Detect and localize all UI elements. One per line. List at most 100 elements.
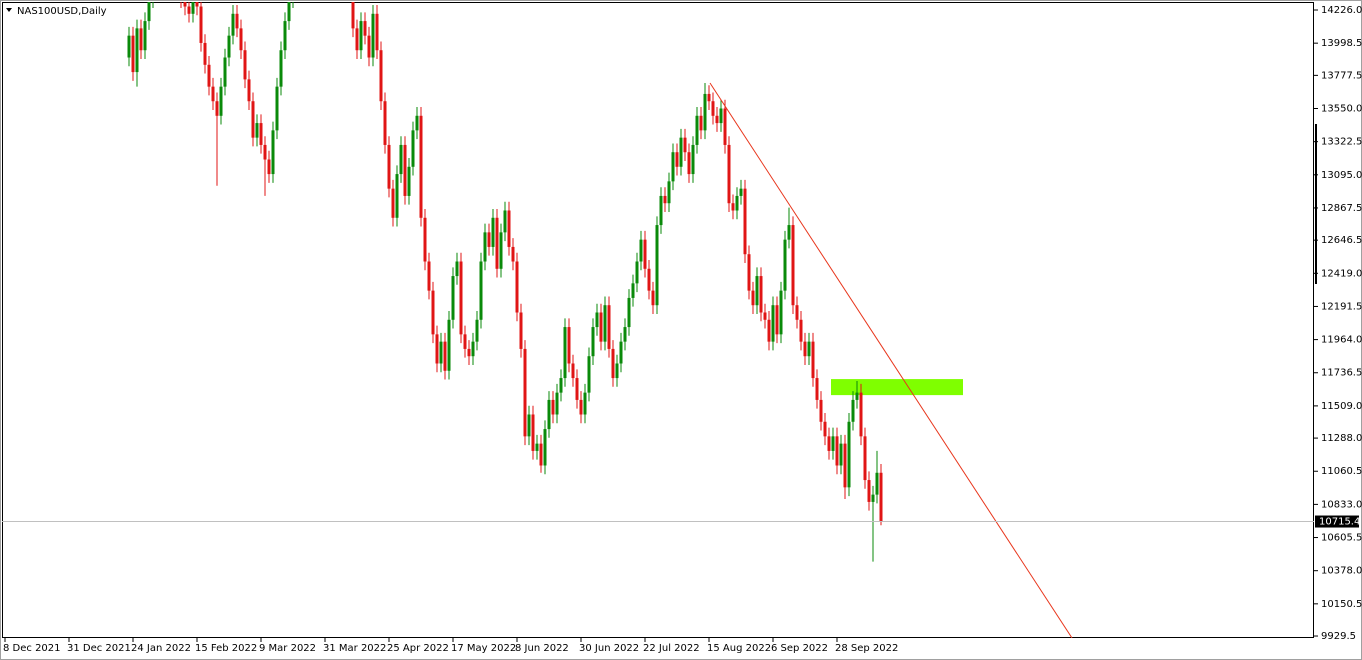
candle-body	[831, 436, 835, 451]
candle-body	[531, 414, 535, 451]
candle-body	[731, 203, 735, 211]
candle-body	[647, 268, 651, 291]
candle-body	[199, 6, 203, 43]
candle-body	[539, 443, 543, 466]
candle-body	[191, 2, 195, 14]
y-tick-label: 12419.0	[1321, 268, 1362, 279]
candle-body	[847, 421, 851, 488]
y-tick-label: 11060.5	[1321, 466, 1362, 477]
candle-body	[651, 290, 655, 306]
candle-body	[591, 327, 595, 357]
candle-body	[215, 101, 219, 116]
candle-body	[627, 297, 631, 328]
candle-body	[427, 261, 431, 291]
zone	[831, 379, 963, 396]
candle-body	[715, 115, 719, 124]
candle-body	[719, 108, 723, 124]
candle-body	[359, 21, 363, 51]
candle-body	[851, 399, 855, 422]
candle-body	[135, 28, 139, 73]
candle-body	[723, 108, 727, 145]
y-tick-label: 11509.0	[1321, 401, 1362, 412]
candle-body	[267, 159, 271, 175]
candle-body	[771, 305, 775, 342]
candle-body	[787, 225, 791, 240]
y-tick-label: 13095.0	[1321, 170, 1362, 181]
candle-body	[415, 115, 419, 131]
candle-body	[403, 144, 407, 196]
y-tick-label: 10833.0	[1321, 499, 1362, 510]
candle-body	[643, 239, 647, 269]
candle-body	[131, 35, 135, 73]
y-tick-label: 14226.0	[1321, 5, 1362, 16]
candle-body	[459, 261, 463, 335]
x-tick-label: 9 Mar 2022	[259, 643, 316, 654]
y-tick-label: 11736.5	[1321, 368, 1362, 379]
candle-body	[543, 429, 547, 466]
candle-body	[875, 472, 879, 495]
candle-body	[351, 2, 355, 29]
candle-body	[519, 312, 523, 349]
candle-body	[255, 123, 259, 138]
price-label: 10715.4	[1319, 517, 1360, 528]
candle-body	[207, 64, 211, 87]
candle-body	[411, 130, 415, 167]
candle-body	[747, 254, 751, 291]
candle-body	[799, 319, 803, 342]
candle-body	[231, 13, 235, 36]
candle-body	[555, 392, 559, 415]
candle-body	[451, 276, 455, 320]
candle-body	[503, 210, 507, 233]
candle-body	[863, 436, 867, 481]
candle-body	[407, 166, 411, 196]
y-tick-label: 13998.5	[1321, 38, 1362, 49]
candle-body	[755, 276, 759, 306]
candle-body	[383, 101, 387, 145]
candle-body	[535, 443, 539, 451]
candle-body	[283, 21, 287, 51]
candle-body	[195, 2, 199, 7]
candle-body	[187, 6, 191, 14]
candle-body	[491, 217, 495, 247]
candle-body	[603, 305, 607, 342]
plot-border	[2, 2, 1314, 638]
candle-body	[867, 480, 871, 502]
candle-body	[839, 443, 843, 466]
candle-body	[499, 232, 503, 269]
trendline	[709, 82, 1073, 638]
candle-body	[551, 399, 555, 415]
candle-body	[579, 399, 583, 415]
candle-body	[567, 327, 571, 364]
candle-body	[639, 239, 643, 262]
candle-body	[767, 319, 771, 342]
candle-body	[667, 181, 671, 204]
candle-body	[811, 341, 815, 379]
y-tick-label: 10150.5	[1321, 599, 1362, 610]
candle-body	[683, 137, 687, 153]
candle-body	[435, 334, 439, 364]
candle-body	[739, 188, 743, 196]
candle-body	[623, 327, 627, 342]
candle-body	[263, 144, 267, 160]
candle-body	[443, 341, 447, 371]
candle-body	[727, 144, 731, 204]
candle-body	[247, 79, 251, 102]
candle-body	[243, 50, 247, 80]
candle-body	[375, 13, 379, 51]
candle-body	[615, 363, 619, 379]
candle-body	[355, 28, 359, 51]
candle-body	[559, 378, 563, 393]
x-tick-label: 22 Jul 2022	[643, 643, 700, 654]
x-tick-label: 15 Aug 2022	[707, 643, 771, 654]
y-tick-label: 11288.0	[1321, 433, 1362, 444]
candle-body	[547, 399, 551, 430]
candle-body	[743, 188, 747, 255]
candle-body	[675, 152, 679, 167]
y-tick-label: 12646.5	[1321, 235, 1362, 246]
candle-body	[807, 341, 811, 357]
y-tick-label: 10605.5	[1321, 533, 1362, 544]
candle-body	[783, 239, 787, 291]
candle-body	[511, 246, 515, 262]
